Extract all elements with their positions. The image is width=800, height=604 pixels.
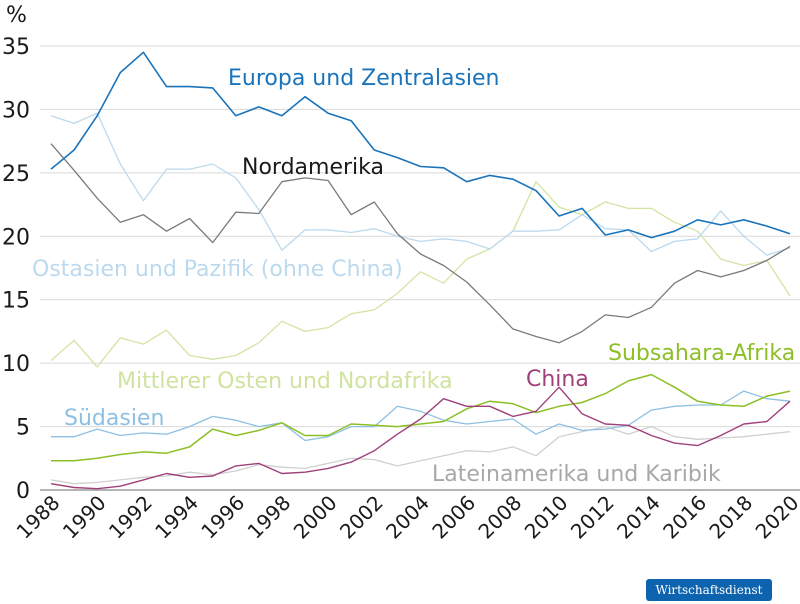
x-tick-label: 2016 [658,491,711,544]
x-tick-label: 2004 [381,491,434,544]
y-tick-label: 20 [2,225,30,250]
series-label: Nordamerika [242,155,384,180]
series-label: Europa und Zentralasien [228,66,500,91]
series-label: China [526,367,589,392]
x-tick-label: 2002 [335,491,388,544]
x-tick-label: 2006 [427,491,480,544]
y-tick-label: 35 [2,35,30,60]
x-tick-label: 2008 [473,491,526,544]
series-line-subsahara-afrika [51,373,791,462]
y-tick-label: 0 [16,479,30,504]
series-line-china [50,386,791,490]
x-tick-label: 2020 [751,491,800,544]
y-tick-label: 10 [2,352,30,377]
x-tick-label: 2018 [704,491,757,544]
y-axis-label: % [6,3,27,28]
series-line-nordamerika [50,143,791,344]
x-tick-label: 2000 [289,491,342,544]
series-label: Subsahara-Afrika [608,341,795,366]
series-line-mittlerer-osten-und-nordafrika [50,181,791,368]
x-tick-label: 1998 [243,491,296,544]
y-tick-label: 25 [2,162,30,187]
x-tick-label: 2014 [612,491,665,544]
x-tick-label: 1996 [196,491,249,544]
series-line-südasien [51,390,791,442]
y-tick-label: 5 [16,416,30,441]
x-tick-label: 2012 [566,491,619,544]
x-tick-label: 1990 [58,491,111,544]
series-line-ostasien-und-pazifik-ohne-china- [50,112,791,256]
x-tick-label: 1994 [150,491,203,544]
y-tick-label: 30 [2,98,30,123]
series-label: Südasien [64,406,164,431]
x-tick-label: 2010 [520,491,573,544]
series-label: Ostasien und Pazifik (ohne China) [32,257,403,282]
wirtschaftsdienst-logo: Wirtschaftsdienst [646,579,772,601]
series-label: Lateinamerika und Karibik [432,462,721,487]
series-label: Mittlerer Osten und Nordafrika [117,369,453,394]
y-tick-label: 15 [2,289,30,314]
x-tick-label: 1992 [104,491,157,544]
series-line-europa-und-zentralasien [50,51,791,239]
